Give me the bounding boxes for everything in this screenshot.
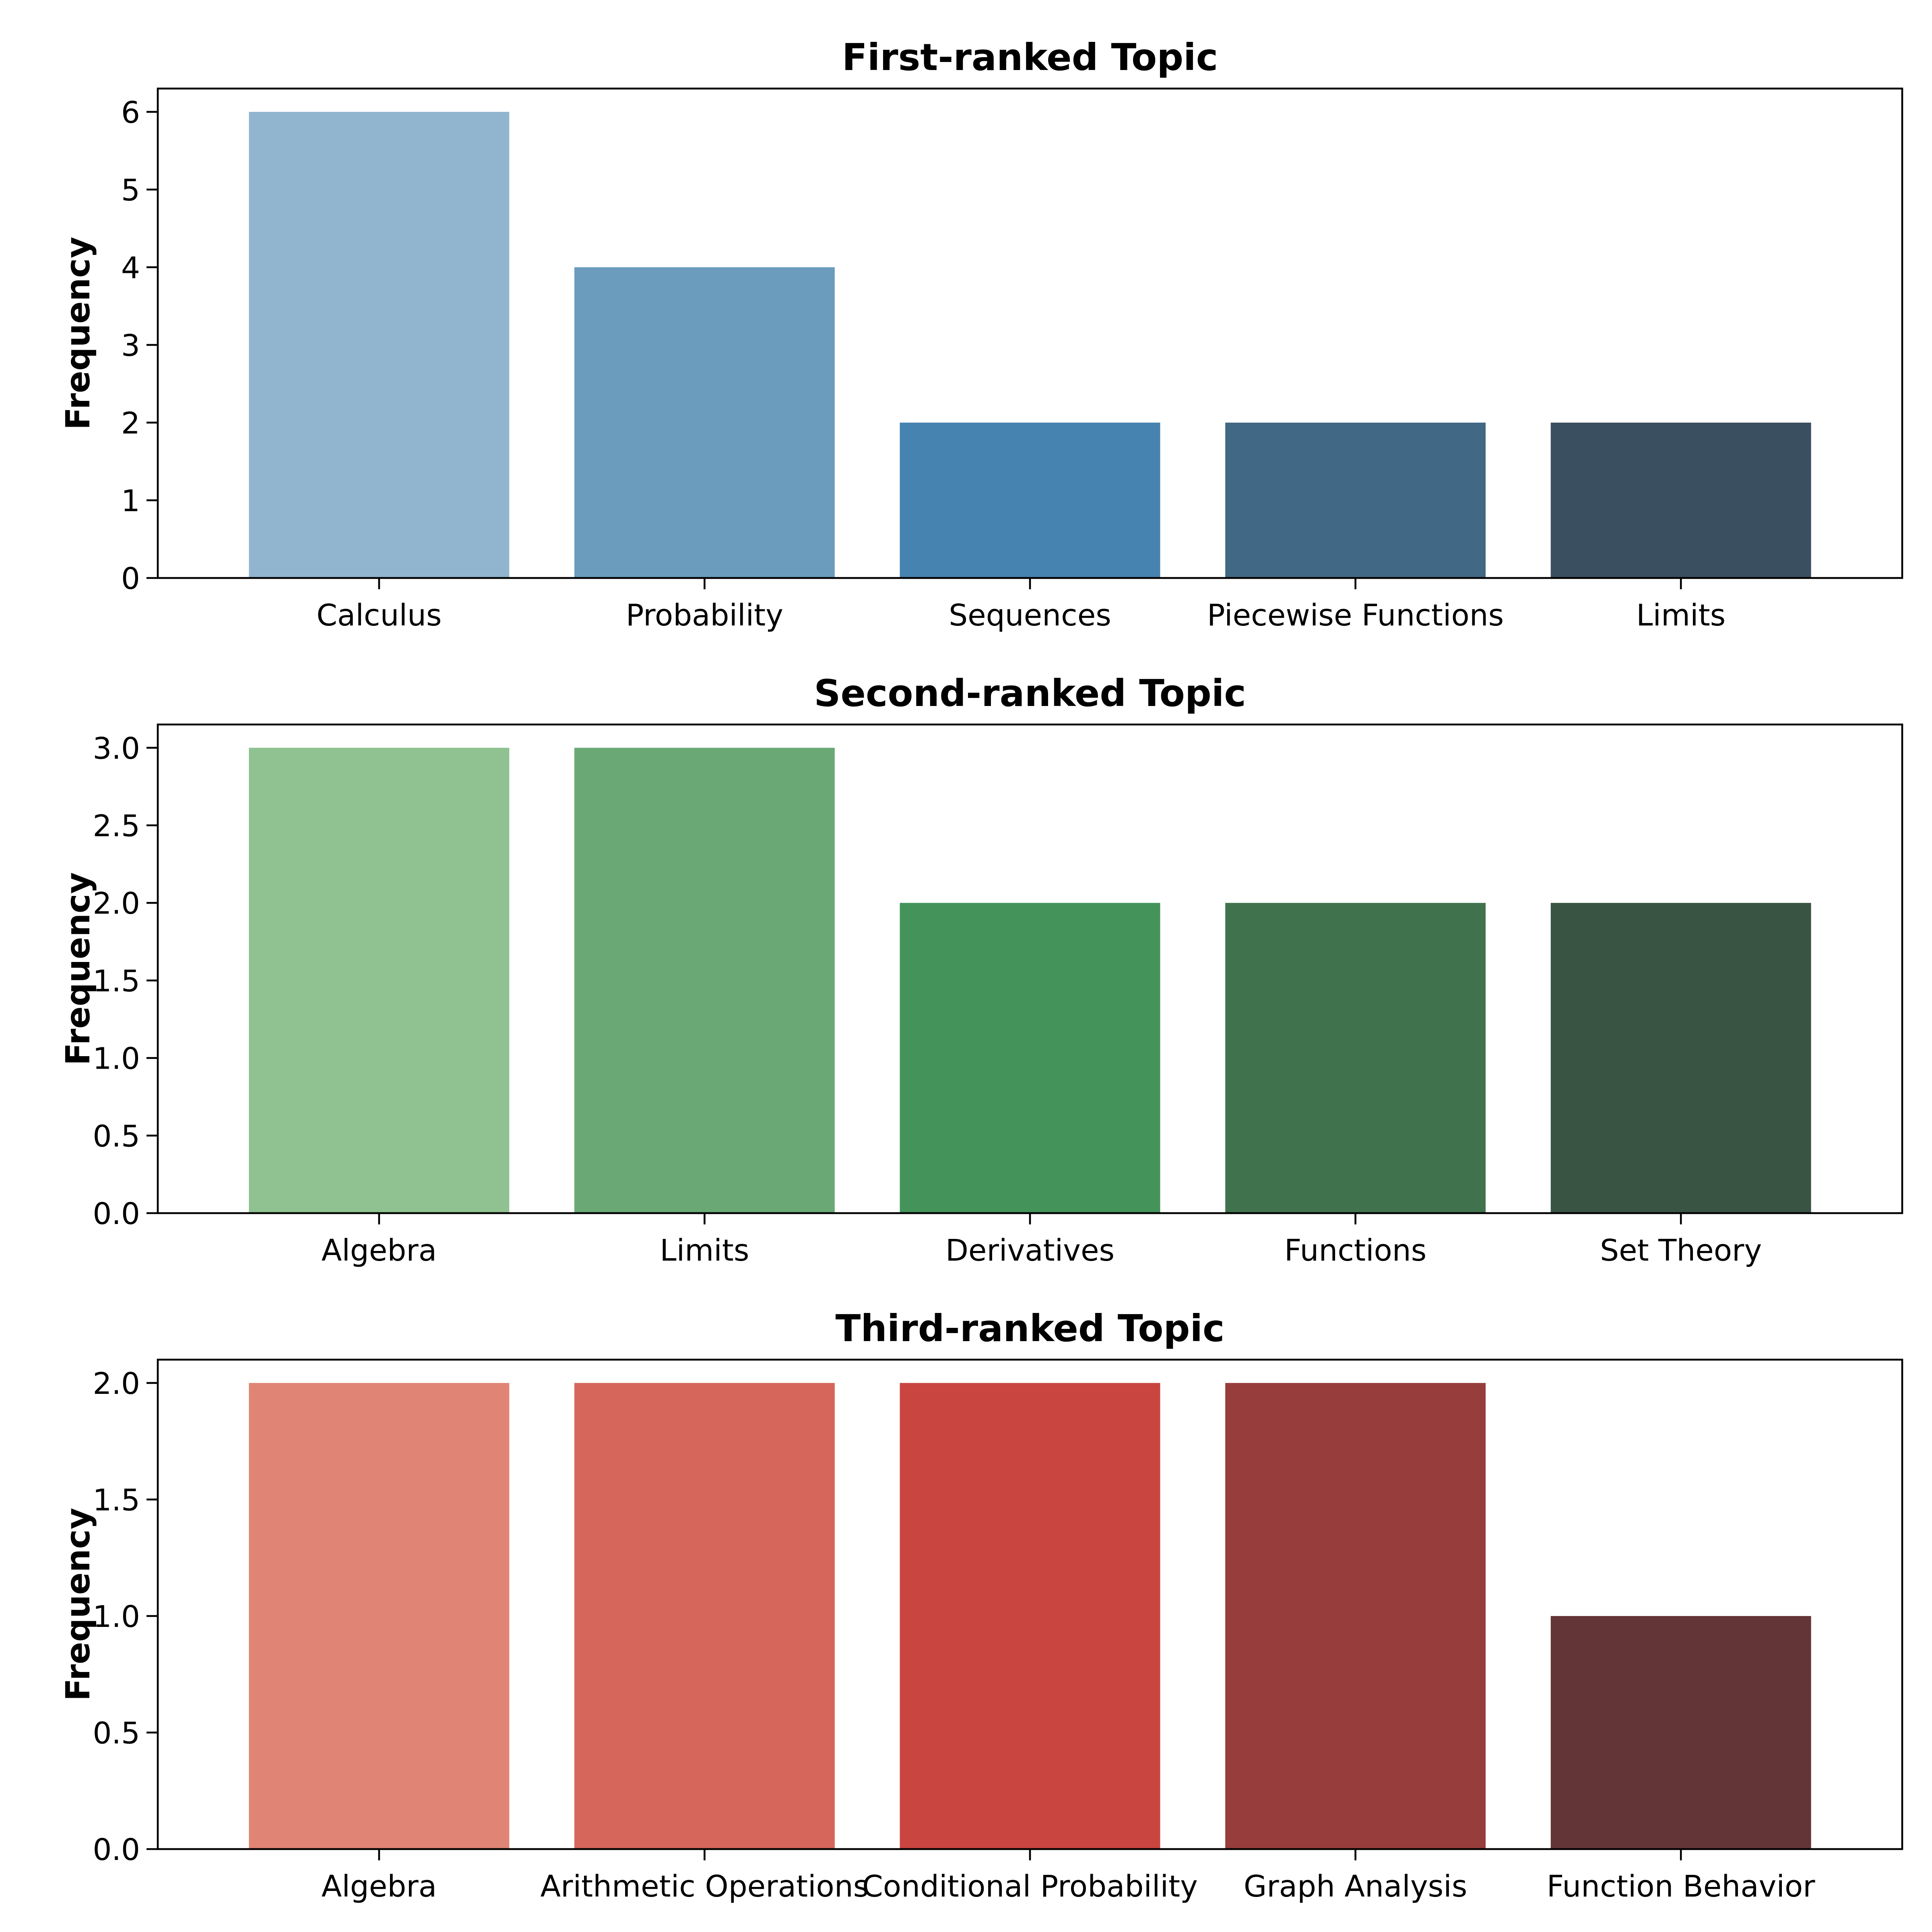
subplot-1: Calculus Probability Sequences Piecewise Fu… — [59, 36, 1903, 633]
chart-title: First-ranked Topic — [842, 36, 1218, 79]
subplot-2: Algebra Limits Derivatives Functions Set The… — [59, 672, 1903, 1268]
bar-conditional-probability — [900, 1383, 1160, 1849]
bar-limits — [1550, 422, 1811, 578]
x-tick-label: Arithmetic Operations — [541, 1869, 869, 1904]
bar-piecewise-functions — [1225, 422, 1486, 578]
y-tick-label: 2 — [121, 406, 140, 441]
x-tick-label: Sequences — [949, 598, 1111, 633]
bar-limits — [574, 747, 835, 1213]
plot-frame — [157, 87, 1903, 579]
bar-graph-analysis — [1225, 1383, 1486, 1849]
y-tick-label: 0 — [121, 561, 140, 596]
y-tick-label: 1.5 — [93, 1483, 140, 1517]
x-tick-label: Conditional Probability — [862, 1869, 1198, 1904]
x-tick-label: Functions — [1284, 1233, 1426, 1268]
x-tick-label: Graph Analysis — [1244, 1869, 1467, 1904]
y-tick-label: 4 — [121, 251, 140, 285]
plot-frame — [157, 723, 1903, 1214]
bar-derivatives — [900, 903, 1160, 1213]
x-tick-label: Set Theory — [1600, 1233, 1762, 1268]
x-tick-label: Calculus — [316, 598, 442, 633]
bar-algebra — [249, 747, 510, 1213]
bar-functions — [1225, 903, 1486, 1213]
y-axis-label: Frequency — [59, 237, 97, 430]
bar-sequences — [900, 422, 1160, 578]
y-tick-label: 1 — [121, 484, 140, 518]
y-tick-label: 0.0 — [93, 1833, 140, 1867]
y-tick-label: 5 — [121, 173, 140, 208]
y-axis-label: Frequency — [59, 1508, 97, 1701]
bar-probability — [574, 267, 835, 578]
bar-algebra — [249, 1383, 510, 1849]
x-tick-label: Derivatives — [945, 1233, 1115, 1268]
y-tick-label: 2.5 — [93, 809, 140, 844]
y-tick-label: 6 — [121, 95, 140, 130]
y-tick-label: 0.5 — [93, 1716, 140, 1750]
bar-calculus — [249, 111, 510, 578]
y-tick-label: 3 — [121, 328, 140, 363]
chart-title: Third-ranked Topic — [836, 1307, 1225, 1350]
x-tick-label: Function Behavior — [1547, 1869, 1815, 1904]
y-tick-label: 1.0 — [93, 1042, 140, 1076]
y-tick-label: 0.0 — [93, 1197, 140, 1231]
subplot-3: Algebra Arithmetic OperationsConditional … — [59, 1307, 1903, 1904]
plot-frame — [157, 1358, 1903, 1850]
bar-set-theory — [1550, 903, 1811, 1213]
bar-function-behavior — [1550, 1616, 1811, 1849]
y-tick-label: 2.0 — [93, 886, 140, 921]
y-tick-label: 1.0 — [93, 1600, 140, 1634]
y-tick-label: 0.5 — [93, 1119, 140, 1154]
y-tick-label: 3.0 — [93, 731, 140, 766]
x-tick-label: Algebra — [322, 1233, 437, 1268]
x-tick-label: Limits — [1636, 598, 1726, 633]
y-axis-label: Frequency — [59, 872, 97, 1065]
x-tick-label: Piecewise Functions — [1207, 598, 1504, 633]
chart-title: Second-ranked Topic — [814, 672, 1246, 715]
x-tick-label: Algebra — [322, 1869, 437, 1904]
y-tick-label: 2.0 — [93, 1366, 140, 1401]
y-tick-label: 1.5 — [93, 964, 140, 999]
bar-arithmetic-operations — [574, 1383, 835, 1849]
x-tick-label: Probability — [626, 598, 783, 633]
x-tick-label: Limits — [660, 1233, 749, 1268]
